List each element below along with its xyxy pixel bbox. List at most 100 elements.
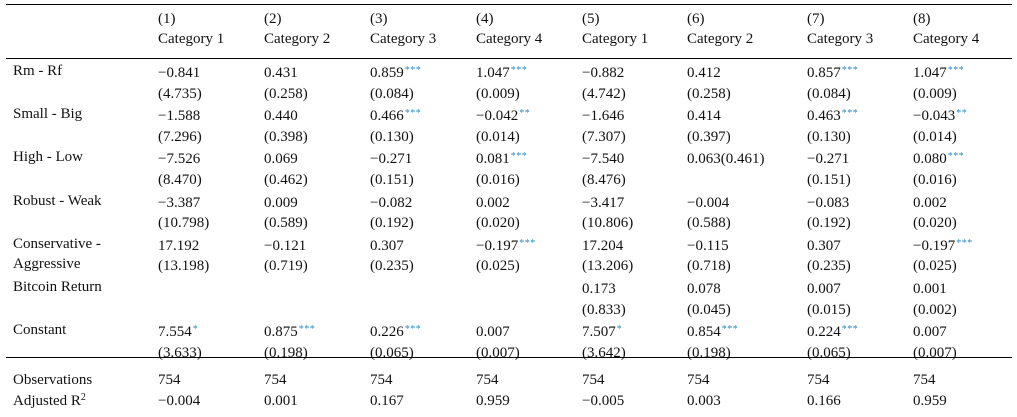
coefficient: 1.047 [913, 65, 947, 81]
table-cell: −0.271 (0.151) [807, 147, 913, 190]
significance-stars: ** [956, 108, 968, 120]
table-row: Robust - Weak −3.387 (10.798) 0.009 (0.589) −… [6, 191, 1012, 234]
standard-error: (0.065) [807, 344, 851, 361]
observations-value: 754 [264, 372, 287, 389]
coefficient: −1.646 [582, 108, 625, 125]
row-label: Rm - Rf [6, 61, 158, 104]
standard-error: (3.642) [582, 344, 626, 361]
table-footer: Observations Adjusted R2 754 −0.004 754 0.001… [6, 370, 1012, 411]
coefficient: 17.192 [158, 237, 200, 254]
coefficient: −0.841 [158, 65, 201, 81]
table-cell: 0.081*** (0.016) [476, 147, 582, 190]
significance-stars: *** [841, 324, 859, 336]
coefficient: 0.078 [687, 280, 721, 297]
table-cell: 0.080*** (0.016) [913, 147, 1012, 190]
adjusted-r2-value: 0.167 [370, 392, 404, 409]
table-cell: −3.387 (10.798) [158, 191, 264, 234]
coefficient: −3.417 [582, 194, 625, 211]
significance-stars: ** [519, 108, 531, 120]
standard-error: (0.014) [913, 128, 957, 145]
standard-error: (0.192) [370, 215, 414, 232]
standard-error: (0.718) [687, 258, 731, 275]
significance-stars: * [616, 324, 623, 336]
footer-cell: 754 0.166 [807, 370, 913, 411]
coefficient: −0.043 [913, 108, 956, 125]
table-cell: 7.554* (3.633) [158, 320, 264, 363]
standard-error: (0.020) [476, 215, 520, 232]
table-row: Constant 7.554* (3.633) 0.875*** (0.198) 0.22… [6, 320, 1012, 363]
column-number: (2) [264, 11, 282, 27]
coefficient: −7.540 [582, 151, 625, 168]
adjusted-r2-label: Adjusted R [13, 392, 81, 409]
coefficient: −3.387 [158, 194, 201, 211]
significance-stars: *** [721, 324, 739, 336]
column-header: (2) Category 2 [264, 4, 370, 55]
table-cell: −0.882 (4.742) [582, 61, 687, 104]
coefficient: 0.001 [913, 280, 947, 297]
adjusted-r2-value: −0.004 [158, 392, 201, 409]
significance-stars: *** [510, 65, 528, 76]
coefficient: 0.002 [913, 194, 947, 211]
column-number: (7) [807, 11, 825, 27]
table-cell: 0.009 (0.589) [264, 191, 370, 234]
adjusted-r2-value: 0.959 [913, 392, 947, 409]
header-rule [6, 58, 1012, 59]
coefficient: −1.588 [158, 108, 201, 125]
table-cell: 0.002 (0.020) [913, 191, 1012, 234]
coefficient: 0.859 [370, 65, 404, 81]
table-header: (1) Category 1 (2) Category 2 (3) Category 3(… [6, 4, 1012, 55]
coefficient: 0.857 [807, 65, 841, 81]
standard-error: (7.296) [158, 128, 202, 145]
column-number: (4) [476, 11, 494, 27]
table-cell: −0.115 (0.718) [687, 234, 807, 277]
coefficient: 0.854 [687, 324, 721, 341]
coefficient: −0.271 [807, 151, 850, 168]
significance-stars: *** [404, 65, 422, 76]
coefficient: 0.875 [264, 324, 298, 341]
table-cell: 0.007 (0.007) [476, 320, 582, 363]
table-cell: 17.192 (13.198) [158, 234, 264, 277]
coefficient: 0.431 [264, 65, 298, 81]
observations-value: 754 [687, 372, 710, 389]
row-label-line: Conservative - [13, 235, 101, 252]
standard-error: (0.020) [913, 215, 957, 232]
standard-error: (0.258) [264, 85, 308, 102]
standard-error: (0.588) [687, 215, 731, 232]
coefficient: −0.004 [687, 194, 730, 211]
standard-error: (0.258) [687, 85, 731, 102]
standard-error: (0.398) [264, 128, 308, 145]
row-label-line: High - Low [13, 149, 83, 166]
coefficient: −0.042 [476, 108, 519, 125]
table-cell: 0.307 (0.235) [370, 234, 476, 277]
column-category: Category 1 [582, 31, 649, 47]
standard-error: (0.192) [807, 215, 851, 232]
coefficient: 0.069 [264, 151, 298, 168]
standard-error: (4.735) [158, 85, 202, 102]
table-cell: 0.859*** (0.084) [370, 61, 476, 104]
coefficient: 0.002 [476, 194, 510, 211]
table-cell [476, 277, 582, 320]
standard-error: (0.014) [476, 128, 520, 145]
footer-cell: 754 −0.005 [582, 370, 687, 411]
table-cell: 0.412 (0.258) [687, 61, 807, 104]
row-label: Small - Big [6, 104, 158, 147]
coefficient: 0.412 [687, 65, 721, 81]
table-cell: 0.431 (0.258) [264, 61, 370, 104]
significance-stars: *** [841, 108, 859, 120]
table-cell [264, 277, 370, 320]
row-label-line: Constant [13, 322, 67, 339]
standard-error: (0.084) [370, 85, 414, 102]
coefficient: 0.307 [807, 237, 841, 254]
table-cell: 0.854*** (0.198) [687, 320, 807, 363]
standard-error: (8.470) [158, 171, 202, 188]
standard-error: (0.151) [807, 171, 851, 188]
significance-stars: *** [947, 151, 965, 163]
coefficient: 0.226 [370, 324, 404, 341]
column-number: (3) [370, 11, 388, 27]
table-row: Rm - Rf −0.841 (4.735) 0.431 (0.258) 0.859***… [6, 61, 1012, 104]
table-cell [158, 277, 264, 320]
coefficient: 0.007 [476, 324, 510, 341]
observations-value: 754 [582, 372, 605, 389]
regression-table: (1) Category 1 (2) Category 2 (3) Category 3(… [6, 4, 1012, 412]
column-header: (8) Category 4 [913, 4, 1012, 55]
